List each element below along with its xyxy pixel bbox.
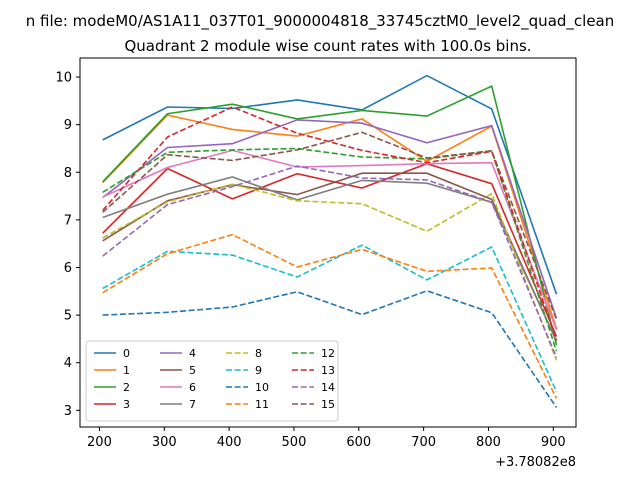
legend-label-10: 10	[255, 381, 269, 394]
y-tick-label: 9	[64, 118, 72, 133]
x-tick-label: 800	[476, 435, 501, 450]
series-line-1	[102, 114, 558, 330]
y-tick-label: 5	[64, 309, 72, 324]
legend-label-14: 14	[321, 381, 335, 394]
legend-label-11: 11	[255, 398, 269, 411]
series-line-13	[102, 106, 558, 341]
legend-label-12: 12	[321, 347, 335, 360]
y-tick-label: 8	[64, 166, 72, 181]
legend-label-6: 6	[189, 381, 196, 394]
series-line-8	[102, 183, 558, 361]
y-tick-label: 7	[64, 213, 72, 228]
series-line-11	[102, 233, 558, 399]
legend-label-1: 1	[123, 364, 130, 377]
x-tick-label: 500	[282, 435, 307, 450]
legend-label-8: 8	[255, 347, 262, 360]
series-line-5	[102, 172, 558, 342]
y-tick-label: 3	[64, 404, 72, 419]
series-layer	[102, 74, 558, 408]
legend-label-4: 4	[189, 347, 196, 360]
series-line-15	[102, 131, 558, 320]
legend-label-7: 7	[189, 398, 196, 411]
series-line-9	[102, 244, 558, 393]
series-line-10	[102, 289, 558, 408]
legend-label-0: 0	[123, 347, 130, 360]
plot-area	[79, 57, 577, 428]
x-axis: 200 300 400 500 600 700 800 900	[87, 427, 566, 450]
legend-label-2: 2	[123, 381, 130, 394]
y-tick-label: 10	[55, 71, 72, 86]
x-tick-label: 200	[87, 435, 112, 450]
series-line-0	[102, 74, 558, 295]
x-tick-label: 300	[152, 435, 177, 450]
series-line-12	[102, 147, 558, 352]
legend-label-3: 3	[123, 398, 130, 411]
y-tick-label: 4	[64, 356, 72, 371]
legend-label-5: 5	[189, 364, 196, 377]
y-tick-label: 6	[64, 261, 72, 276]
x-tick-label: 400	[217, 435, 242, 450]
series-line-3	[102, 162, 558, 337]
legend-label-9: 9	[255, 364, 262, 377]
x-tick-label: 700	[411, 435, 436, 450]
figure-suptitle: n file: modeM0/AS1A11_037T01_9000004818_…	[26, 12, 615, 31]
series-line-4	[102, 119, 558, 319]
x-axis-offset-label: +3.78082e8	[495, 455, 576, 470]
legend-label-13: 13	[321, 364, 335, 377]
x-tick-label: 900	[541, 435, 566, 450]
series-line-6	[102, 149, 558, 331]
y-axis: 3 4 5 6 7 8 9 10	[55, 71, 80, 419]
chart-title: Quadrant 2 module wise count rates with …	[124, 37, 531, 55]
series-line-2	[102, 84, 558, 346]
legend-frame	[85, 340, 339, 422]
series-line-14	[102, 165, 558, 358]
legend-label-15: 15	[321, 398, 335, 411]
x-tick-label: 600	[346, 435, 371, 450]
